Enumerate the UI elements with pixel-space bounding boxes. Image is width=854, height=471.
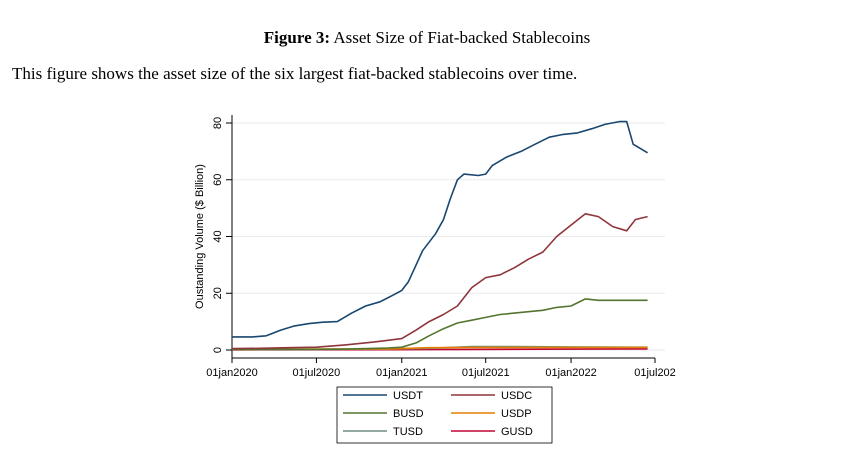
figure-label: Figure 3: — [263, 28, 331, 47]
legend-label-usdt: USDT — [393, 390, 423, 402]
legend-label-tusd: TUSD — [393, 426, 423, 438]
figure-title: Figure 3: Asset Size of Fiat-backed Stab… — [0, 28, 854, 48]
y-tick-label: 60 — [212, 174, 224, 186]
y-tick-label: 80 — [212, 117, 224, 129]
x-tick-label: 01jul202 — [634, 367, 676, 379]
series-line-usdt — [232, 120, 649, 338]
legend: USDT USDC BUSD USDP TUSD GUSD — [336, 386, 553, 444]
x-tick-label: 01jul2020 — [293, 367, 341, 379]
series-lines — [231, 120, 649, 351]
legend-label-gusd: GUSD — [501, 426, 533, 438]
legend-label-usdp: USDP — [501, 408, 532, 420]
y-axis-label: Oustanding Volume ($ Billion) — [194, 164, 206, 309]
y-tick-label: 40 — [212, 230, 224, 242]
axes: 0 20 40 60 80 01jan2020 01jul2020 01jan2021 01ju… — [194, 115, 676, 379]
x-tick-label: 01jan2022 — [545, 367, 596, 379]
series-line-busd — [232, 298, 648, 351]
series-line-usdc — [231, 213, 648, 350]
grid — [232, 122, 665, 351]
legend-box — [336, 386, 553, 444]
figure-description: This figure shows the asset size of the … — [12, 64, 578, 83]
legend-label-usdc: USDC — [501, 390, 532, 402]
y-tick-label: 20 — [212, 287, 224, 299]
x-tick-label: 01jan2020 — [206, 367, 257, 379]
x-tick-label: 01jan2021 — [376, 367, 427, 379]
y-tick-label: 0 — [212, 347, 224, 353]
figure-title-text: Asset Size of Fiat-backed Stablecoins — [333, 28, 591, 47]
x-tick-label: 01jul2021 — [462, 367, 510, 379]
legend-label-busd: BUSD — [393, 408, 424, 420]
